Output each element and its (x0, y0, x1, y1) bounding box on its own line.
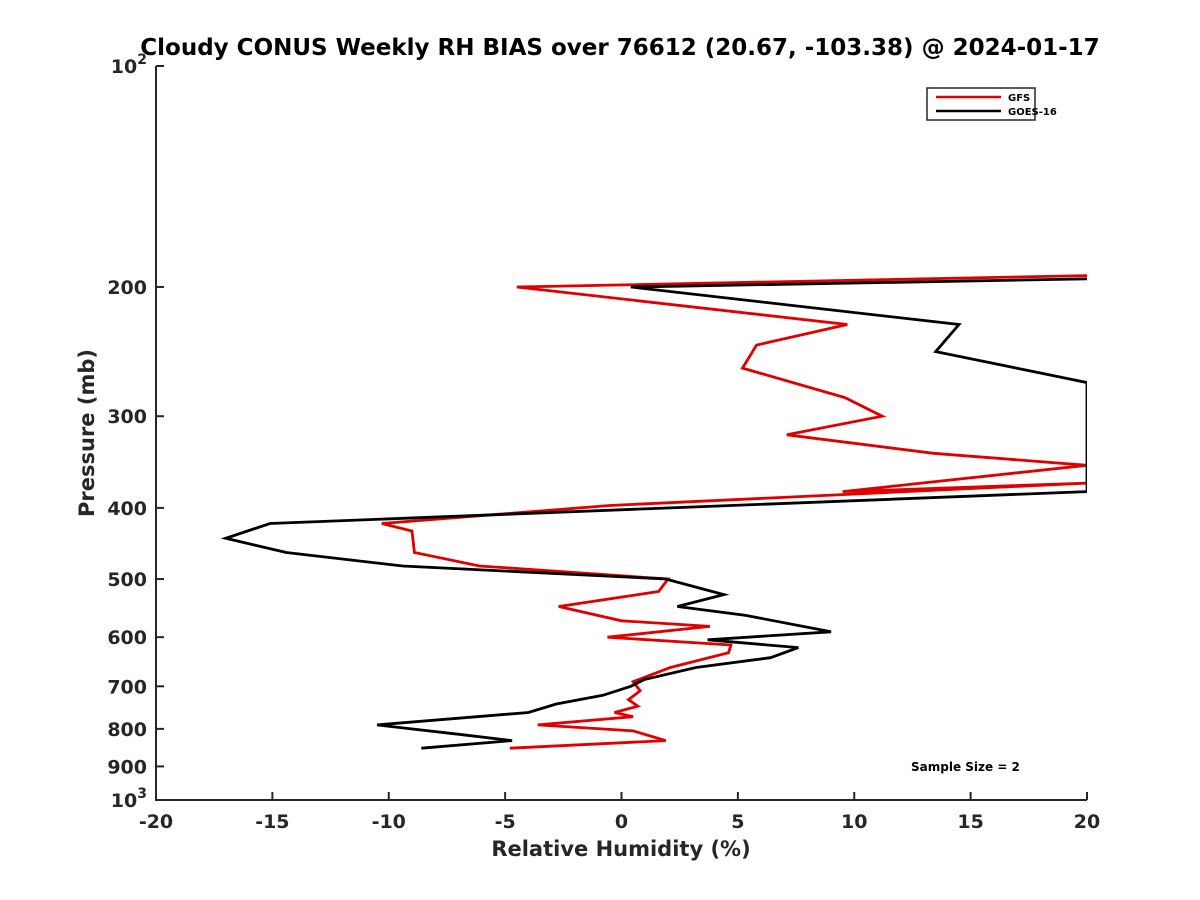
x-tick-label: 0 (615, 811, 628, 833)
y-tick-label: 800 (107, 719, 147, 741)
y-tick-label: 300 (107, 406, 147, 428)
y-tick-label: 200 (107, 277, 147, 299)
series-line-goes16 (220, 277, 1087, 750)
y-tick-label: 600 (107, 627, 147, 649)
legend-label-gfs: GFS (1008, 93, 1030, 104)
y-tick-label: 500 (107, 569, 147, 591)
legend-box (926, 87, 1036, 121)
x-tick-label: -15 (255, 811, 289, 833)
y-axis-label: Pressure (mb) (75, 349, 99, 517)
series-line-gfs (381, 274, 1087, 750)
legend-label-goes16: GOES-16 (1008, 107, 1057, 118)
y-tick-label: 400 (107, 498, 147, 520)
x-tick-label: 20 (1074, 811, 1100, 833)
x-tick-label: 15 (957, 811, 983, 833)
y-tick-label: 700 (107, 676, 147, 698)
series-layer (220, 274, 1087, 750)
y-tick-label: 103 (111, 786, 147, 812)
y-tick-label: 102 (111, 52, 147, 78)
y-ticks: 102 200 300 400 500 600 700 800 900 103 (107, 52, 164, 812)
y-tick-label: 900 (107, 756, 147, 778)
x-tick-label: -20 (139, 811, 173, 833)
x-tick-label: 10 (841, 811, 867, 833)
x-tick-label: 5 (731, 811, 744, 833)
chart-title: Cloudy CONUS Weekly RH BIAS over 76612 (… (140, 35, 1099, 61)
x-tick-label: -10 (372, 811, 406, 833)
legend: GFS GOES-16 (926, 87, 1057, 121)
x-axis-label: Relative Humidity (%) (491, 837, 750, 861)
x-tick-label: -5 (495, 811, 516, 833)
x-ticks: -20 -15 -10 -5 0 5 10 15 20 (139, 792, 1100, 833)
sample-size-annotation: Sample Size = 2 (911, 760, 1020, 774)
